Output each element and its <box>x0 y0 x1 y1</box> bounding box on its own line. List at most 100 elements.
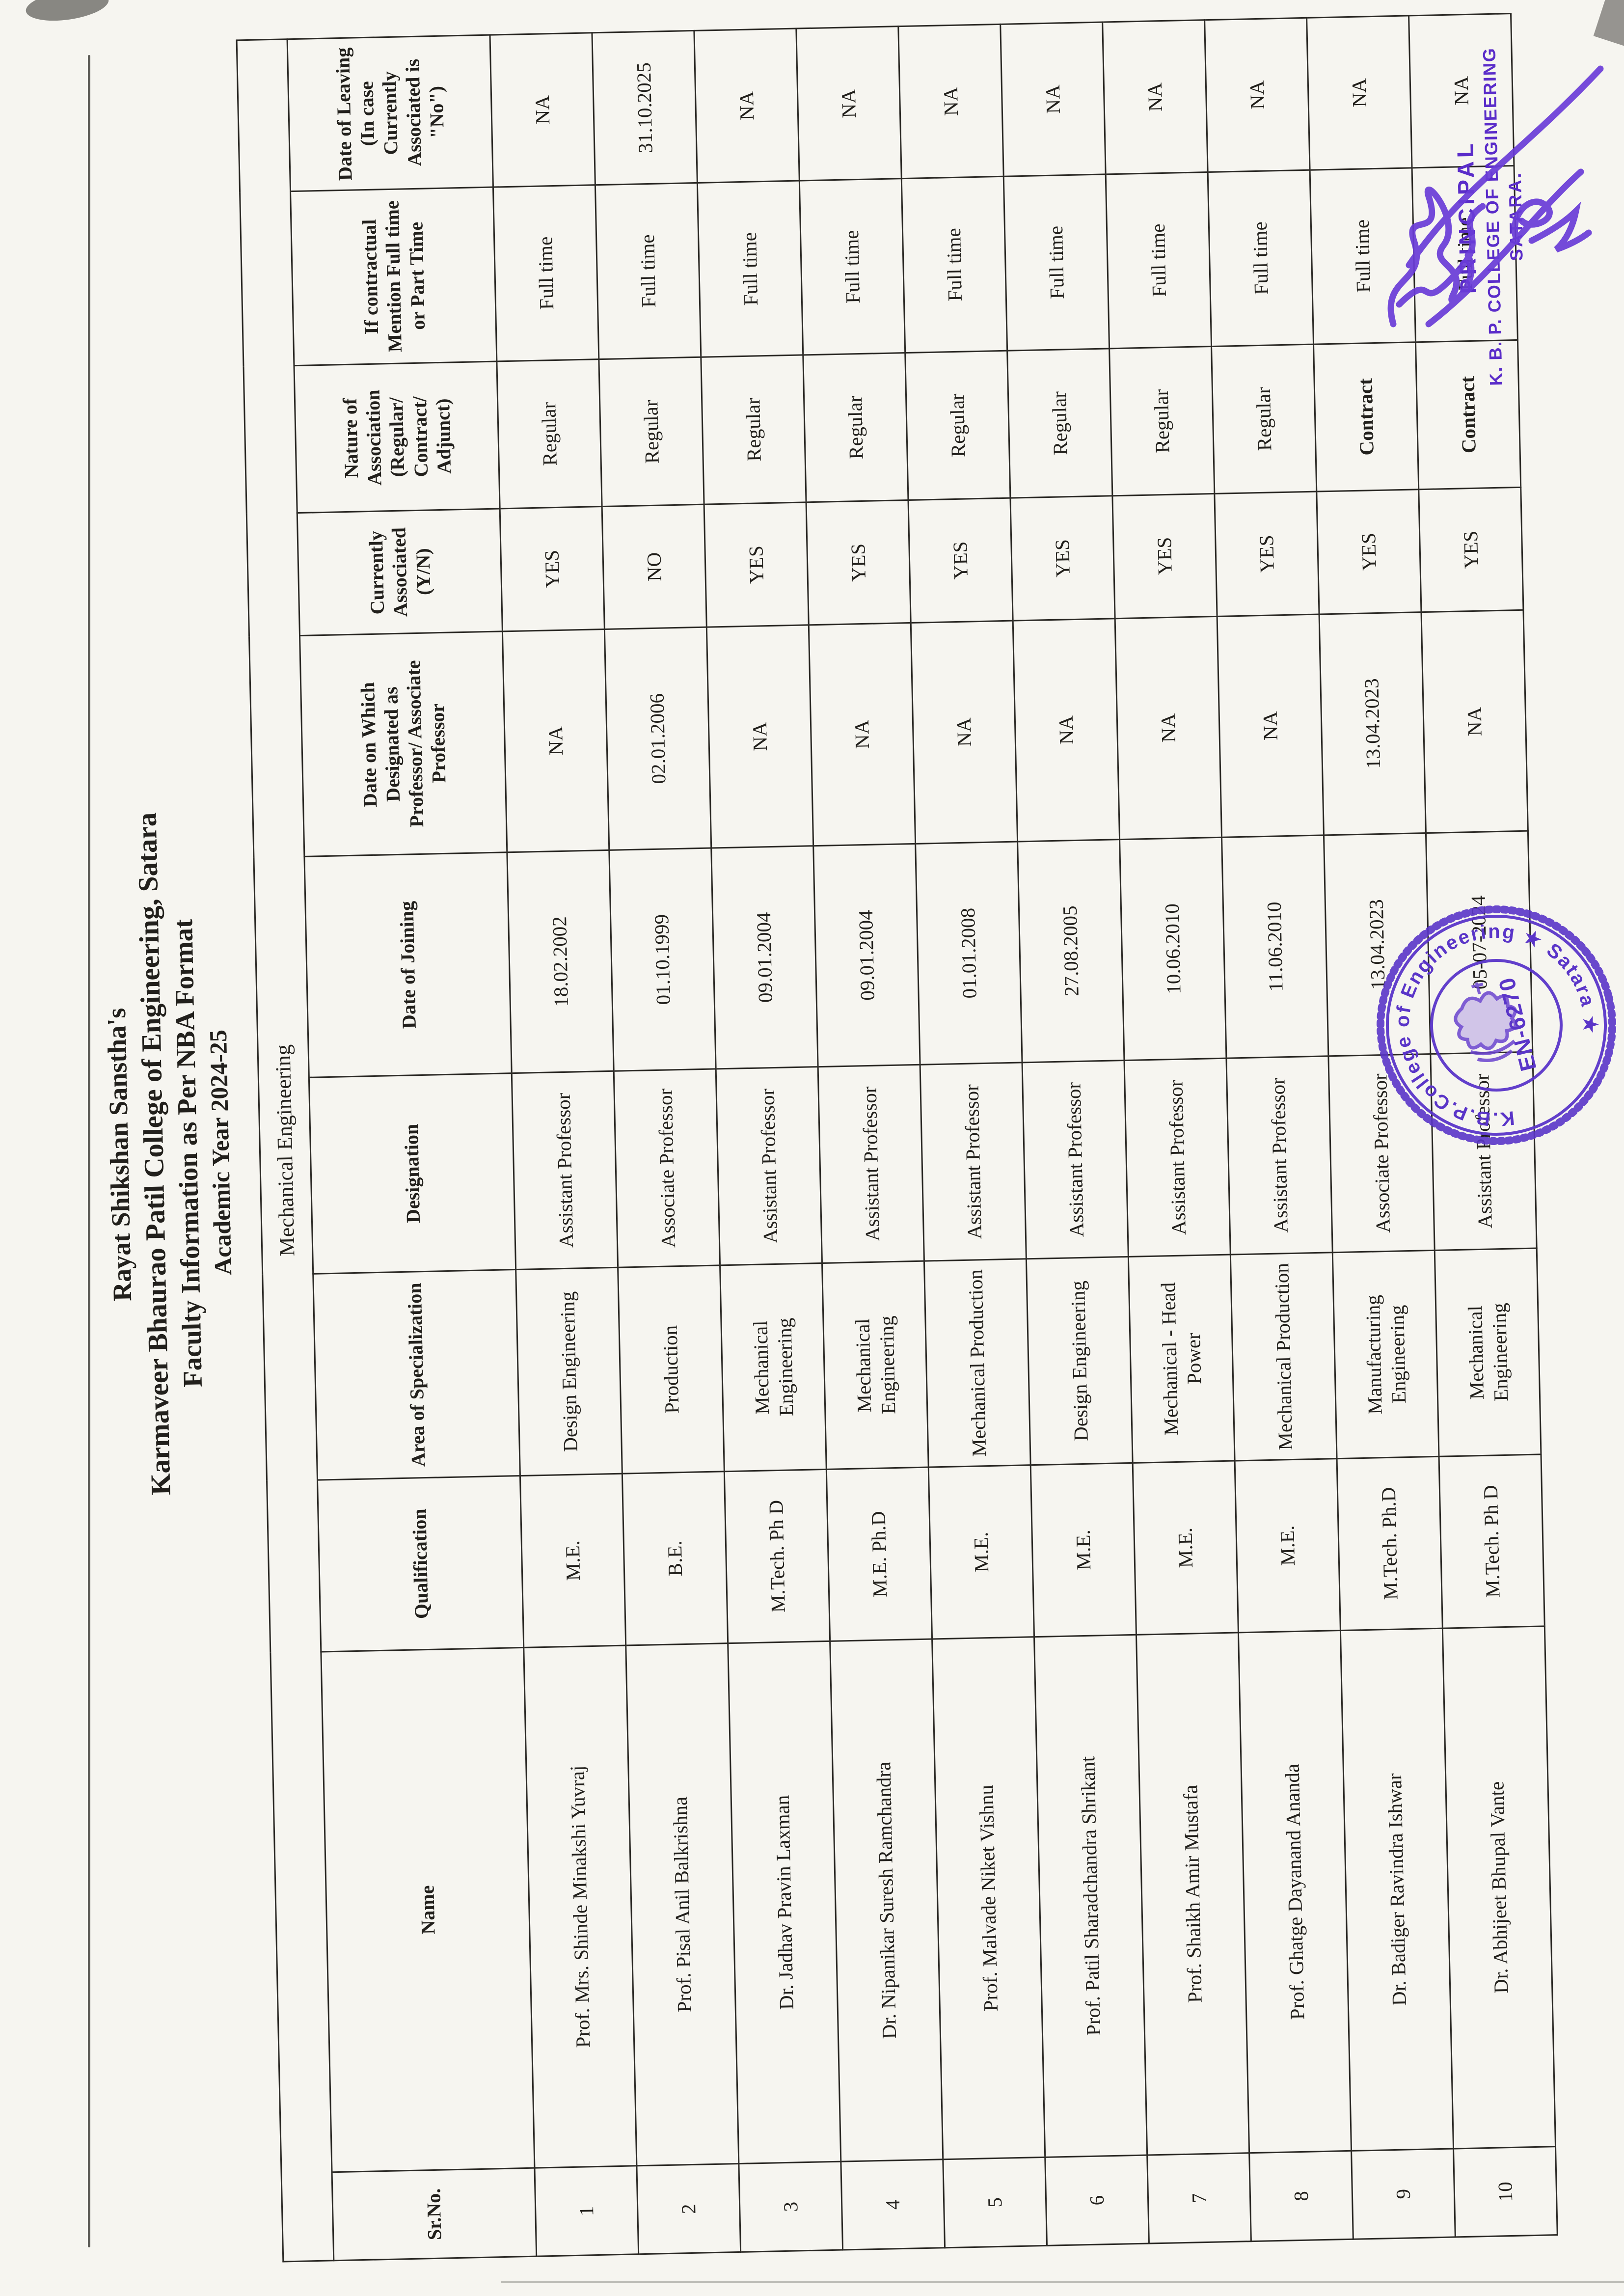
cell-r7-c10: NA <box>1102 20 1208 174</box>
cell-r5-c0: 5 <box>943 2157 1047 2248</box>
cell-r2-c3: Production <box>618 1265 725 1474</box>
cell-r8-c7: YES <box>1214 492 1320 617</box>
seal-outer-ring <box>1386 915 1607 1136</box>
cell-r5-c9: Full time <box>901 176 1007 353</box>
scan-edge-shadow-bottom <box>501 2281 1624 2283</box>
column-header-8: Nature of Association (Regular/ Contract… <box>294 361 500 513</box>
cell-r2-c1: Prof. Pisal Anil Balkrishna <box>625 1643 739 2166</box>
cell-r8-c10: NA <box>1204 18 1310 172</box>
cell-r9-c0: 9 <box>1351 2148 1456 2240</box>
column-header-6: Date on Which Designated as Professor/ A… <box>299 631 507 857</box>
cell-r7-c1: Prof. Shaikh Amir Mustafa <box>1136 1632 1249 2156</box>
seal-inner-ring <box>1430 959 1563 1092</box>
cell-r9-c8: Contract <box>1313 342 1419 492</box>
cell-r1-c1: Prof. Mrs. Shinde Minakshi Yuvraj <box>523 1645 637 2168</box>
cell-r3-c6: NA <box>706 625 813 848</box>
cell-r6-c8: Regular <box>1007 348 1112 498</box>
cell-r7-c0: 7 <box>1147 2153 1251 2244</box>
cell-r3-c1: Dr. Jadhav Pravin Laxman <box>728 1641 841 2164</box>
cell-r3-c4: Assistant Professor <box>716 1066 822 1265</box>
cell-r3-c3: Mechanical Engineering <box>720 1263 827 1472</box>
cell-r7-c6: NA <box>1115 616 1222 840</box>
cell-r8-c6: NA <box>1217 614 1324 838</box>
cell-r1-c4: Assistant Professor <box>512 1071 618 1270</box>
cell-r4-c5: 09.01.2004 <box>813 844 920 1067</box>
principal-signature <box>1387 65 1604 328</box>
cell-r9-c1: Dr. Badiger Ravindra Ishwar <box>1340 1628 1454 2151</box>
cell-r4-c2: M.E. Ph.D <box>826 1467 932 1641</box>
cell-r7-c9: Full time <box>1106 172 1212 349</box>
cell-r7-c7: YES <box>1112 493 1218 619</box>
cell-r4-c9: Full time <box>799 178 905 355</box>
scan-smudge-top-left <box>24 0 111 26</box>
column-header-4: Designation <box>309 1073 516 1274</box>
column-header-7: Currently Associated (Y/N) <box>297 508 503 636</box>
cell-r5-c1: Prof. Malvade Niket Vishnu <box>932 1637 1045 2159</box>
cell-r2-c0: 2 <box>636 2163 741 2254</box>
cell-r5-c3: Mechanical Production <box>924 1258 1031 1468</box>
seal-scallop-ring <box>1377 905 1616 1145</box>
cell-r5-c5: 01.01.2008 <box>915 841 1023 1065</box>
cell-r8-c3: Mechanical Production <box>1230 1252 1337 1461</box>
cell-r5-c7: YES <box>908 498 1013 623</box>
cell-r2-c7: NO <box>602 504 707 629</box>
cell-r3-c2: M.Tech. Ph D <box>724 1469 830 1643</box>
column-header-0: Sr.No. <box>332 2168 537 2261</box>
column-header-3: Area of Specialization <box>313 1269 520 1480</box>
cell-r6-c2: M.E. <box>1030 1463 1137 1637</box>
cell-r3-c0: 3 <box>738 2161 843 2252</box>
cell-r3-c5: 09.01.2004 <box>711 846 818 1069</box>
cell-r10-c1: Dr. Abhijeet Bhupal Vante <box>1442 1626 1556 2149</box>
cell-r10-c3: Mechanical Engineering <box>1435 1248 1541 1457</box>
college-seal-stamp: K.B.P.College of Engineering ★ Satara ★ … <box>1369 899 1623 1152</box>
cell-r6-c7: YES <box>1010 495 1115 621</box>
cell-r8-c4: Assistant Professor <box>1226 1056 1333 1255</box>
table-body: Mechanical Engineering Sr.No. Name Qualific… <box>237 13 1558 2262</box>
column-header-1: Name <box>321 1647 535 2172</box>
cell-r4-c1: Dr. Nipanikar Suresh Ramchandra <box>830 1639 943 2162</box>
cell-r4-c7: YES <box>806 500 911 625</box>
cell-r8-c0: 8 <box>1249 2151 1353 2241</box>
cell-r1-c10: NA <box>489 32 595 188</box>
cell-r6-c5: 27.08.2005 <box>1017 839 1124 1063</box>
cell-r8-c1: Prof. Ghatge Dayanand Ananda <box>1238 1630 1352 2153</box>
scan-artifact-line <box>88 55 90 2247</box>
cell-r10-c6: NA <box>1421 610 1528 833</box>
cell-r4-c4: Assistant Professor <box>818 1065 924 1263</box>
cell-r2-c6: 02.01.2006 <box>604 627 711 850</box>
cell-r2-c8: Regular <box>598 357 704 507</box>
cell-r1-c0: 1 <box>534 2165 639 2257</box>
cell-r9-c2: M.Tech. Ph.D <box>1337 1456 1443 1631</box>
cell-r2-c4: Associate Professor <box>614 1068 720 1268</box>
cell-r6-c3: Design Engineering <box>1026 1257 1133 1465</box>
cell-r6-c10: NA <box>1000 22 1106 177</box>
cell-r10-c7: YES <box>1418 487 1523 612</box>
cell-r5-c4: Assistant Professor <box>920 1062 1027 1261</box>
cell-r5-c8: Regular <box>905 351 1010 500</box>
document-title-block: Rayat Shikshan Sanstha's Karmaveer Bhaur… <box>80 41 259 2266</box>
cell-r6-c4: Assistant Professor <box>1022 1060 1129 1259</box>
cell-r2-c2: B.E. <box>622 1471 728 1646</box>
cell-r4-c10: NA <box>796 26 902 181</box>
cell-r1-c3: Design Engineering <box>515 1267 623 1476</box>
cell-r8-c8: Regular <box>1211 344 1317 494</box>
column-header-2: Qualification <box>317 1476 524 1652</box>
cell-r1-c2: M.E. <box>520 1474 626 1648</box>
cell-r6-c9: Full time <box>1003 174 1110 351</box>
cell-r6-c0: 6 <box>1045 2155 1149 2246</box>
cell-r4-c0: 4 <box>840 2159 945 2250</box>
cell-r3-c10: NA <box>694 28 800 183</box>
cell-r5-c10: NA <box>898 24 1004 179</box>
cell-r9-c3: Manufacturing Engineering <box>1332 1250 1439 1459</box>
column-header-5: Date of Joining <box>304 852 512 1078</box>
cell-r7-c3: Mechanical - Head Power <box>1128 1255 1235 1463</box>
column-header-10: Date of Leaving (In case Currently Assoc… <box>287 34 493 191</box>
cell-r1-c8: Regular <box>496 359 602 509</box>
cell-r8-c2: M.E. <box>1235 1458 1341 1633</box>
cell-r1-c9: Full time <box>493 185 599 361</box>
cell-r3-c7: YES <box>704 502 809 628</box>
cell-r1-c6: NA <box>502 629 609 852</box>
cell-r9-c6: 13.04.2023 <box>1319 612 1426 835</box>
cell-r10-c2: M.Tech. Ph D <box>1439 1454 1545 1629</box>
cell-r2-c9: Full time <box>595 183 701 359</box>
